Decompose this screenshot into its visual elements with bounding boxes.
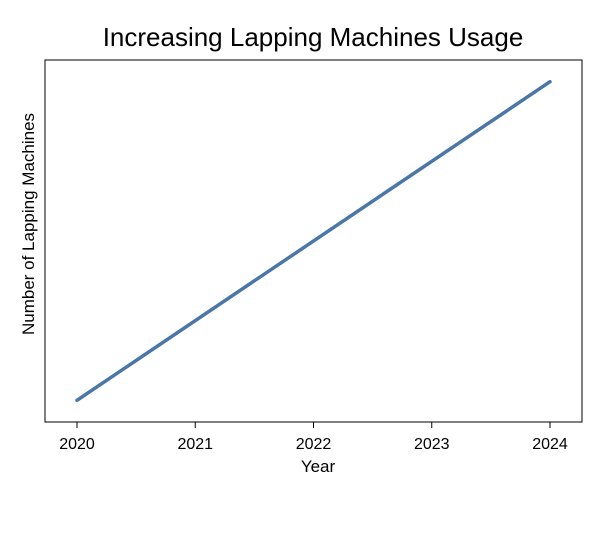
x-axis-label: Year	[301, 457, 336, 476]
x-axis-ticks: 2020 2021 2022 2023 2024	[59, 422, 568, 453]
y-axis-label: Number of Lapping Machines	[19, 113, 38, 335]
x-tick-label: 2020	[59, 436, 95, 453]
series-layer	[75, 79, 552, 403]
x-tick-label: 2022	[296, 436, 332, 453]
x-tick-label: 2024	[532, 436, 568, 453]
x-tick-label: 2023	[414, 436, 450, 453]
x-tick-label: 2021	[177, 436, 213, 453]
chart-title: Increasing Lapping Machines Usage	[103, 22, 524, 52]
series-line	[75, 79, 552, 403]
